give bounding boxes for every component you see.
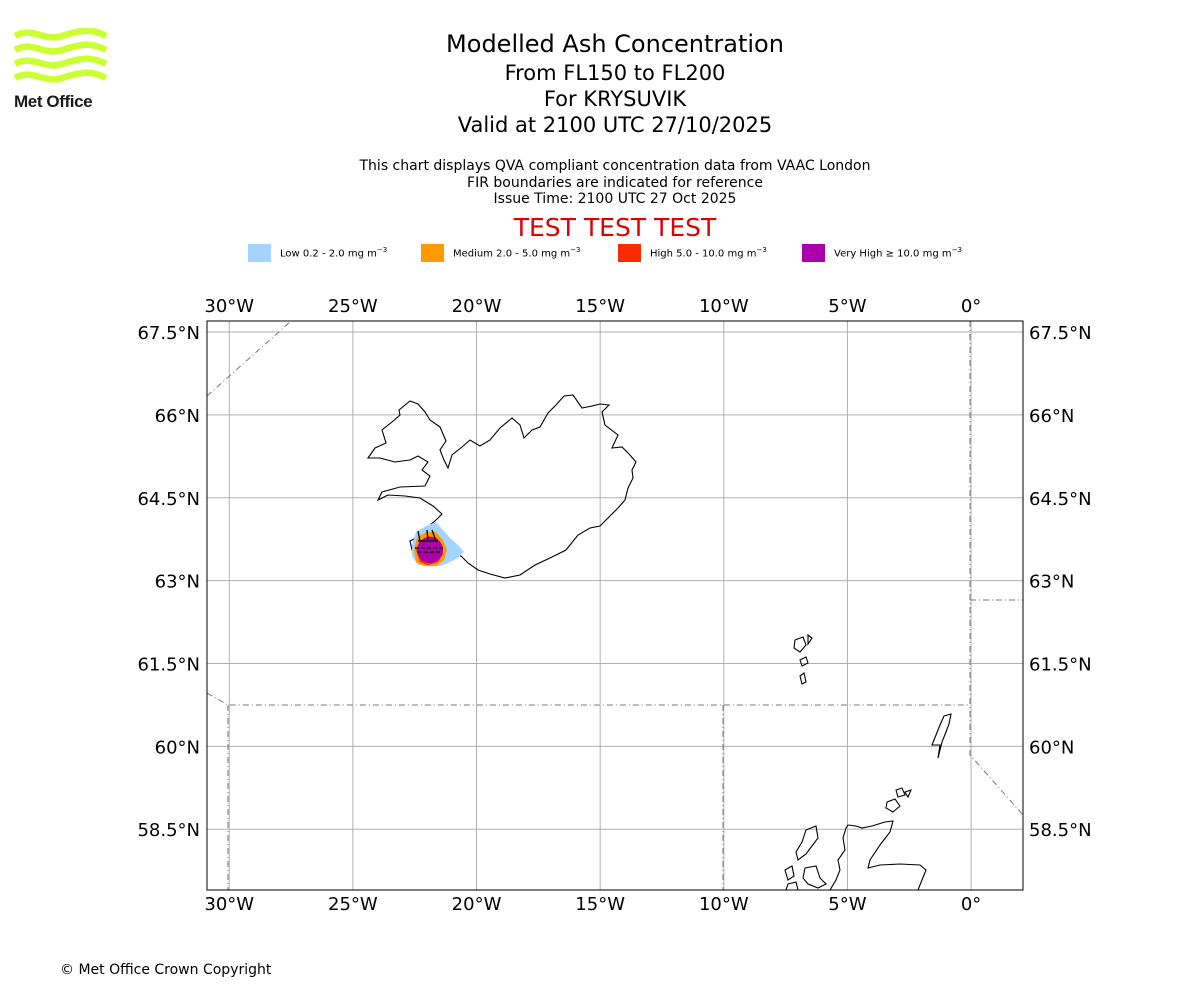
valid-time: Valid at 2100 UTC 27/10/2025 xyxy=(457,113,773,137)
legend-label-low: Low 0.2 - 2.0 mg m−3 xyxy=(280,246,388,260)
coastline-orkney-2 xyxy=(895,787,906,798)
legend-item-high: High 5.0 - 10.0 mg m−3 xyxy=(618,244,767,262)
legend-swatch-medium xyxy=(421,244,444,262)
lat-tick-label-right: 61.5°N xyxy=(1029,655,1092,676)
coastline-mull xyxy=(785,881,799,890)
lon-tick-label-bottom: 15°W xyxy=(575,894,625,915)
legend-label-medium: Medium 2.0 - 5.0 mg m−3 xyxy=(453,246,581,260)
coastline-scotland xyxy=(829,820,927,890)
coastline-faroe-2 xyxy=(807,633,813,646)
coastline-orkney-1 xyxy=(885,798,901,813)
map-gridlines xyxy=(207,321,1023,890)
lat-tick-label-right: 67.5°N xyxy=(1029,323,1092,344)
map-tick-labels: 30°W 30°W 25°W 25°W 20°W 20°W 15°W 15°W 10°W 10°W… xyxy=(137,296,1091,915)
lat-tick-label-right: 60°N xyxy=(1029,737,1074,758)
met-office-logo: Met Office xyxy=(13,27,110,114)
coastlines xyxy=(366,394,952,890)
volcano-symbol-icon xyxy=(415,529,444,553)
legend-swatch-high xyxy=(618,244,641,262)
lat-tick-label-left: 64.5°N xyxy=(137,489,200,510)
coastline-faroe-4 xyxy=(799,672,807,685)
chart-title: Modelled Ash Concentration xyxy=(446,30,784,58)
lat-tick-label-left: 58.5°N xyxy=(137,820,200,841)
lon-tick-label-top: 5°W xyxy=(828,296,866,317)
coastline-faroe-1 xyxy=(793,636,807,653)
fir-boundaries xyxy=(207,321,1023,890)
fir-boundary-sw xyxy=(207,692,970,706)
subtitle-line-2: FIR boundaries are indicated for referen… xyxy=(467,174,763,191)
met-office-waves-icon xyxy=(13,27,108,83)
lon-tick-label-top: 20°W xyxy=(452,296,502,317)
ash-polygon-very-high xyxy=(417,537,443,563)
lat-tick-label-right: 64.5°N xyxy=(1029,489,1092,510)
lon-tick-label-bottom: 10°W xyxy=(699,894,749,915)
lat-tick-label-left: 61.5°N xyxy=(137,655,200,676)
coastline-shetland xyxy=(931,713,952,759)
coastline-outer-hebrides-1 xyxy=(795,825,819,861)
lon-tick-label-bottom: 5°W xyxy=(828,894,866,915)
chart-title-block: Modelled Ash Concentration From FL150 to… xyxy=(315,28,915,138)
lon-tick-label-bottom: 0° xyxy=(961,894,981,915)
coastline-orkney-3 xyxy=(904,789,912,799)
lat-tick-label-left: 63°N xyxy=(155,572,200,593)
coastline-iceland xyxy=(366,394,637,579)
lon-tick-label-top: 0° xyxy=(961,296,981,317)
coastline-outer-hebrides-2 xyxy=(784,865,795,881)
lon-tick-label-top: 10°W xyxy=(699,296,749,317)
legend-swatch-very-high xyxy=(802,244,825,262)
chart-subtitle: This chart displays QVA compliant concen… xyxy=(315,158,915,208)
lon-tick-label-bottom: 25°W xyxy=(328,894,378,915)
lat-tick-label-right: 58.5°N xyxy=(1029,820,1092,841)
copyright: © Met Office Crown Copyright xyxy=(60,962,272,978)
coastline-faroe-3 xyxy=(799,656,809,667)
fir-boundary-0 xyxy=(969,321,1023,816)
lon-tick-label-top: 15°W xyxy=(575,296,625,317)
legend-item-very-high: Very High ≥ 10.0 mg m−3 xyxy=(802,244,962,262)
lon-tick-label-top: 30°W xyxy=(204,296,254,317)
coastline-skye xyxy=(802,865,827,889)
lon-tick-label-top: 25°W xyxy=(328,296,378,317)
lon-tick-label-bottom: 30°W xyxy=(204,894,254,915)
lat-tick-label-right: 63°N xyxy=(1029,572,1074,593)
lat-tick-label-left: 60°N xyxy=(155,737,200,758)
subtitle-line-3: Issue Time: 2100 UTC 27 Oct 2025 xyxy=(493,191,737,207)
lat-tick-label-left: 66°N xyxy=(155,406,200,427)
ash-polygons xyxy=(412,522,464,566)
legend-swatch-low xyxy=(248,244,271,262)
legend-item-medium: Medium 2.0 - 5.0 mg m−3 xyxy=(421,244,580,262)
lat-tick-label-left: 67.5°N xyxy=(137,323,200,344)
fir-boundary-nw xyxy=(207,321,291,397)
met-office-wordmark: Met Office xyxy=(14,92,93,111)
legend-item-low: Low 0.2 - 2.0 mg m−3 xyxy=(248,244,387,262)
legend-label-high: High 5.0 - 10.0 mg m−3 xyxy=(650,246,767,260)
legend-label-very-high: Very High ≥ 10.0 mg m−3 xyxy=(834,246,962,260)
test-banner: TEST TEST TEST xyxy=(513,213,717,242)
lon-tick-label-bottom: 20°W xyxy=(452,894,502,915)
volcano-name: For KRYSUVIK xyxy=(543,87,687,111)
flight-levels: From FL150 to FL200 xyxy=(504,61,726,85)
lat-tick-label-right: 66°N xyxy=(1029,406,1074,427)
subtitle-line-1: This chart displays QVA compliant concen… xyxy=(359,158,871,174)
map-frame xyxy=(206,320,1024,891)
